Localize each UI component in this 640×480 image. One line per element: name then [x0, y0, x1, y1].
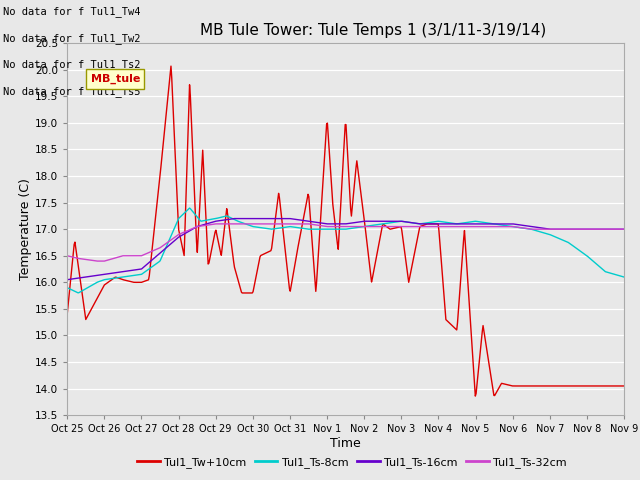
Text: No data for f Tul1_Tw2: No data for f Tul1_Tw2	[3, 33, 141, 44]
Title: MB Tule Tower: Tule Temps 1 (3/1/11-3/19/14): MB Tule Tower: Tule Temps 1 (3/1/11-3/19…	[200, 23, 547, 38]
Text: No data for f Tul1_Ts2: No data for f Tul1_Ts2	[3, 59, 141, 70]
Text: MB_tule: MB_tule	[90, 73, 140, 84]
Y-axis label: Temperature (C): Temperature (C)	[19, 178, 32, 280]
Legend: Tul1_Tw+10cm, Tul1_Ts-8cm, Tul1_Ts-16cm, Tul1_Ts-32cm: Tul1_Tw+10cm, Tul1_Ts-8cm, Tul1_Ts-16cm,…	[133, 452, 571, 472]
Text: No data for f Tul1_Tw4: No data for f Tul1_Tw4	[3, 6, 141, 17]
Text: No data for f Tul1_Ts5: No data for f Tul1_Ts5	[3, 85, 141, 96]
X-axis label: Time: Time	[330, 437, 361, 450]
